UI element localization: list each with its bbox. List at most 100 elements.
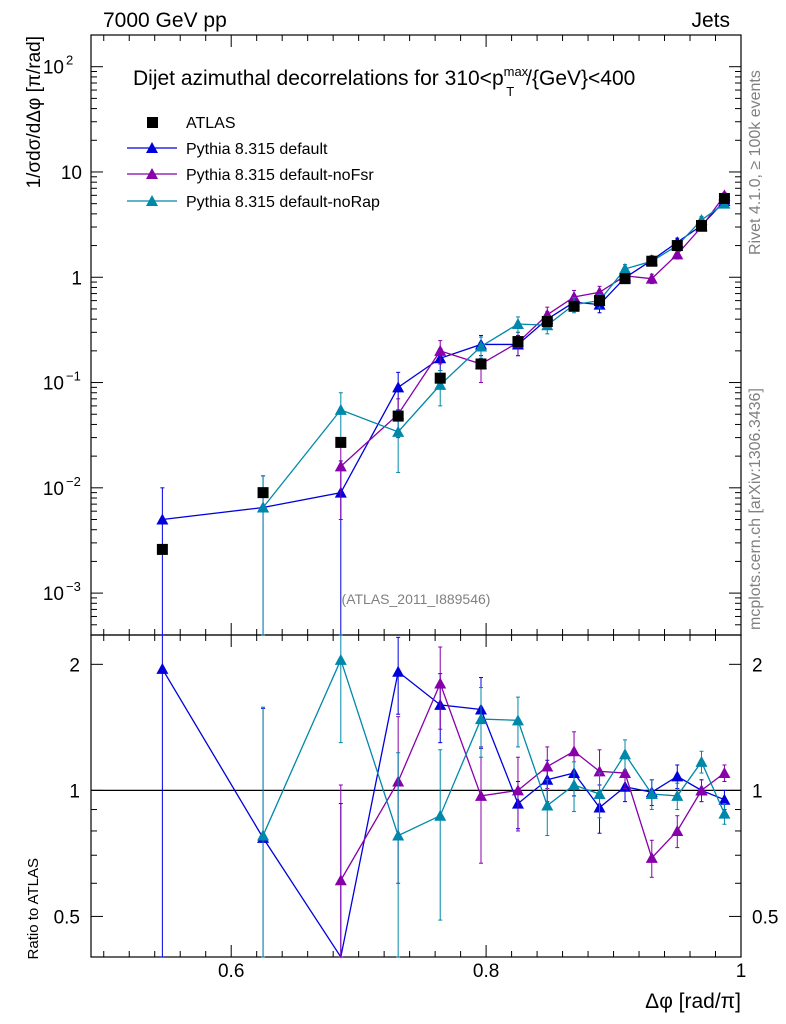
point-norap <box>257 501 270 513</box>
ratio-tick-label: 1 <box>69 781 80 802</box>
ratio-point-norap <box>593 788 606 800</box>
point-atlas <box>257 487 269 499</box>
point-nofsr <box>671 248 684 260</box>
rivet-version-label: Rivet 4.1.0, ≥ 100k events <box>747 70 764 255</box>
ratio-point-norap <box>434 809 447 821</box>
ratio-plot-data <box>156 634 731 959</box>
ratio-point-norap <box>695 755 708 767</box>
y-tick-exponent: 2 <box>66 53 73 68</box>
ratio-point-nofsr <box>434 677 447 689</box>
mcplots-label: mcplots.cern.ch [arXiv:1306.3436] <box>747 388 764 630</box>
ratio-point-norap <box>718 807 731 819</box>
ratio-point-norap <box>511 714 524 726</box>
ratio-point-default <box>392 665 405 677</box>
x-axis-label: Δφ [rad/π] <box>645 990 741 1013</box>
ratio-point-norap <box>671 789 684 801</box>
ratio-point-norap <box>568 778 581 790</box>
ratio-point-nofsr <box>645 851 658 863</box>
header-process-label: Jets <box>691 9 730 32</box>
point-norap <box>434 378 447 390</box>
x-tick-label: 0.6 <box>218 961 244 982</box>
point-norap <box>511 317 524 329</box>
ratio-tick-label: 2 <box>69 655 80 676</box>
ratio-point-norap <box>257 829 270 841</box>
ratio-point-nofsr <box>475 789 487 801</box>
legend: ATLAS Pythia 8.315 default Pythia 8.315 … <box>127 115 380 211</box>
ratio-line-default <box>161 668 725 959</box>
y-tick-label: 10 <box>43 58 64 79</box>
ratio-point-nofsr <box>334 874 347 886</box>
legend-item-norap: Pythia 8.315 default-noRap <box>127 194 380 211</box>
point-atlas <box>392 410 404 422</box>
point-atlas <box>541 315 553 327</box>
ratio-point-nofsr <box>695 784 708 796</box>
y-tick-label: 10 <box>61 163 82 184</box>
point-norap <box>392 425 405 437</box>
ratio-point-default <box>718 793 731 805</box>
point-nofsr <box>645 272 658 284</box>
ratio-point-default <box>156 662 169 674</box>
analysis-label: (ATLAS_2011_I889546) <box>342 591 491 607</box>
point-default <box>156 513 169 525</box>
y-tick-label: 10 <box>43 479 64 500</box>
legend-item-nofsr: Pythia 8.315 default-noFsr <box>127 167 374 184</box>
ratio-line-norap <box>262 658 726 837</box>
y-tick-exponent: −1 <box>66 369 81 384</box>
legend-marker-default <box>146 142 158 153</box>
ratio-point-nofsr <box>619 767 632 779</box>
ratio-tick-label-right: 2 <box>752 655 763 676</box>
ratio-point-norap <box>334 653 347 665</box>
legend-label-atlas: ATLAS <box>186 115 236 132</box>
legend-label-norap: Pythia 8.315 default-noRap <box>186 194 380 211</box>
ratio-tick-label-right: 0.5 <box>752 907 778 928</box>
legend-item-atlas: ATLAS <box>147 115 236 132</box>
point-norap <box>334 403 347 415</box>
ratio-point-norap <box>392 829 405 841</box>
point-atlas <box>512 336 524 348</box>
y-tick-exponent: −2 <box>66 474 81 489</box>
point-atlas <box>434 372 446 384</box>
legend-marker-nofsr <box>146 168 158 179</box>
legend-label-nofsr: Pythia 8.315 default-noFsr <box>186 167 374 184</box>
y-axis-label: 1/σdσ/dΔφ [π/rad] <box>24 36 45 188</box>
ratio-point-nofsr <box>511 784 524 796</box>
point-atlas <box>619 273 631 285</box>
ratio-point-norap <box>645 788 658 800</box>
legend-label-default: Pythia 8.315 default <box>186 141 328 158</box>
legend-marker-atlas <box>147 117 158 128</box>
y-tick-label: 1 <box>71 268 82 289</box>
ratio-point-norap <box>619 748 632 760</box>
point-atlas <box>335 436 347 448</box>
ratio-point-nofsr <box>593 765 606 777</box>
y-tick-exponent: −3 <box>66 579 81 594</box>
header-energy-label: 7000 GeV pp <box>103 9 227 32</box>
ratio-point-norap <box>541 799 554 811</box>
point-nofsr <box>334 460 347 472</box>
point-nofsr <box>434 344 447 356</box>
point-nofsr <box>593 286 606 298</box>
y-tick-label: 10 <box>43 584 64 605</box>
point-atlas <box>156 543 168 555</box>
point-norap <box>475 340 487 352</box>
point-atlas <box>695 220 707 232</box>
ratio-tick-label: 0.5 <box>54 907 80 928</box>
point-norap <box>619 262 632 274</box>
ratio-y-axis-label: Ratio to ATLAS <box>25 858 42 959</box>
point-atlas <box>718 192 730 204</box>
point-nofsr <box>568 290 581 302</box>
chart-title: Dijet azimuthal decorrelations for 310<p… <box>133 64 635 99</box>
point-atlas <box>568 300 580 312</box>
ratio-point-nofsr <box>718 767 731 779</box>
point-atlas <box>646 255 658 267</box>
ratio-plot-frame <box>90 634 742 958</box>
ratio-tick-label-right: 1 <box>752 781 763 802</box>
y-tick-label: 10 <box>43 374 64 395</box>
legend-marker-norap <box>146 195 158 206</box>
ratio-point-default <box>671 770 684 782</box>
point-atlas <box>594 295 606 307</box>
point-default <box>392 381 405 393</box>
x-tick-label: 1 <box>736 961 747 982</box>
main-plot-data <box>156 189 731 636</box>
